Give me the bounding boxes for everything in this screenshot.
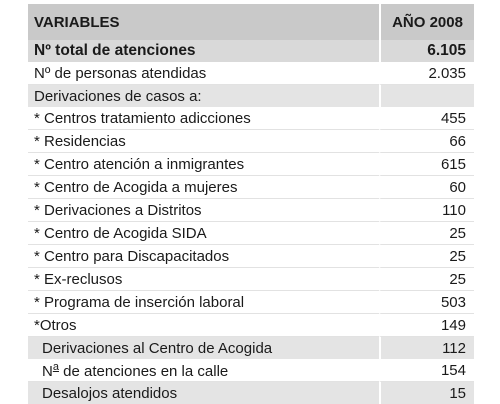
item-label: * Derivaciones a Distritos — [28, 199, 379, 222]
item-label: * Programa de inserción laboral — [28, 291, 379, 314]
table-row: * Derivaciones a Distritos 110 — [28, 199, 474, 222]
table-row: * Centro de Acogida a mujeres 60 — [28, 176, 474, 199]
calle-value: 154 — [379, 359, 474, 382]
table-row: * Centro atención a inmigrantes 615 — [28, 153, 474, 176]
item-label: * Centro atención a inmigrantes — [28, 153, 379, 176]
item-value: 25 — [379, 268, 474, 291]
item-label: * Centro de Acogida SIDA — [28, 222, 379, 245]
item-value: 60 — [379, 176, 474, 199]
statistics-table-container: VARIABLES AÑO 2008 Nº total de atencione… — [28, 4, 474, 404]
item-value: 25 — [379, 222, 474, 245]
table-row: * Programa de inserción laboral 503 — [28, 291, 474, 314]
item-value: 503 — [379, 291, 474, 314]
calle-label: Na de atenciones en la calle — [28, 359, 379, 382]
desalojos-label: Desalojos atendidos — [28, 382, 379, 404]
calle-label-n: N — [42, 362, 53, 380]
item-value: 615 — [379, 153, 474, 176]
row-derivaciones-acogida: Derivaciones al Centro de Acogida 112 — [28, 337, 474, 359]
item-value: 25 — [379, 245, 474, 268]
item-value: 455 — [379, 107, 474, 130]
row-desalojos: Desalojos atendidos 15 — [28, 382, 474, 404]
total-value: 6.105 — [379, 40, 474, 62]
item-value: 149 — [379, 314, 474, 337]
header-variables: VARIABLES — [28, 4, 379, 40]
item-label: * Centro de Acogida a mujeres — [28, 176, 379, 199]
acogida-value: 112 — [379, 337, 474, 359]
row-personas-atendidas: Nº de personas atendidas 2.035 — [28, 62, 474, 85]
item-value: 110 — [379, 199, 474, 222]
table-row: * Ex-reclusos 25 — [28, 268, 474, 291]
persons-label: Nº de personas atendidas — [28, 62, 379, 85]
row-atenciones-calle: Na de atenciones en la calle 154 — [28, 359, 474, 382]
acogida-label: Derivaciones al Centro de Acogida — [28, 337, 379, 359]
item-label: * Ex-reclusos — [28, 268, 379, 291]
table-header-row: VARIABLES AÑO 2008 — [28, 4, 474, 40]
item-label: *Otros — [28, 314, 379, 337]
calle-label-rest: de atenciones en la calle — [58, 362, 229, 380]
total-label: Nº total de atenciones — [28, 40, 379, 62]
table-row: * Centro de Acogida SIDA 25 — [28, 222, 474, 245]
table-row: *Otros 149 — [28, 314, 474, 337]
table-row: * Residencias 66 — [28, 130, 474, 153]
calle-label-sup: a — [52, 360, 59, 373]
item-value: 66 — [379, 130, 474, 153]
desalojos-value: 15 — [379, 382, 474, 404]
row-total-atenciones: Nº total de atenciones 6.105 — [28, 40, 474, 62]
statistics-table: VARIABLES AÑO 2008 Nº total de atencione… — [28, 4, 474, 404]
header-year: AÑO 2008 — [379, 4, 474, 40]
row-section-derivaciones: Derivaciones de casos a: — [28, 85, 474, 107]
item-label: * Centro para Discapacitados — [28, 245, 379, 268]
table-row: * Centro para Discapacitados 25 — [28, 245, 474, 268]
item-label: * Residencias — [28, 130, 379, 153]
item-label: * Centros tratamiento adicciones — [28, 107, 379, 130]
section-value-empty — [379, 85, 474, 107]
persons-value: 2.035 — [379, 62, 474, 85]
section-label: Derivaciones de casos a: — [28, 85, 379, 107]
table-row: * Centros tratamiento adicciones 455 — [28, 107, 474, 130]
